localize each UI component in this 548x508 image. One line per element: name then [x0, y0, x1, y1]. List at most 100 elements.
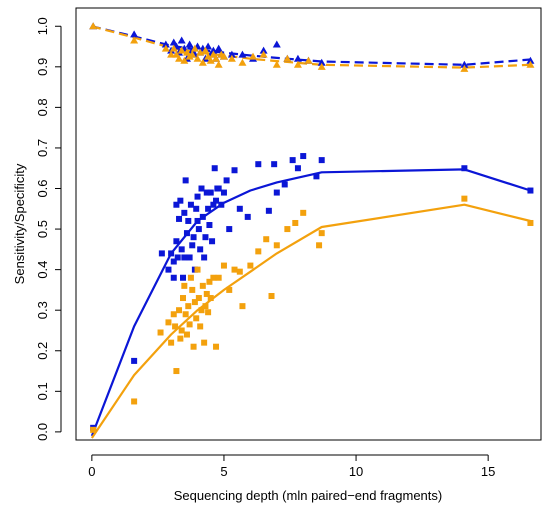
blue-square-point [195, 226, 202, 233]
blue-square-point [180, 274, 187, 281]
x-tick-label: 5 [220, 464, 227, 479]
y-tick-label: 0.5 [35, 220, 50, 238]
orange-triangle-point [238, 58, 247, 66]
blue-square-point [206, 222, 213, 229]
orange-square-point [255, 248, 262, 255]
orange-square-point [187, 274, 194, 281]
blue-square-point [198, 185, 205, 192]
blue-triangle-point [238, 50, 247, 58]
blue-square-point [313, 173, 320, 180]
orange-square-point [206, 278, 213, 285]
blue-triangle-point [259, 46, 268, 54]
blue-square-point [265, 207, 272, 214]
blue-square-point [178, 246, 185, 253]
orange-triangle-point [206, 56, 215, 64]
blue-square-point [183, 230, 190, 237]
orange-square-point [203, 290, 210, 297]
orange-triangle-point [161, 44, 170, 52]
orange-square-point [215, 274, 222, 281]
orange-square-point [202, 303, 209, 310]
blue-square-point [223, 177, 230, 184]
orange-square-point [191, 299, 198, 306]
y-tick-label: 0.3 [35, 301, 50, 319]
blue-triangle-point [214, 44, 223, 52]
blue-square-point [289, 157, 296, 164]
blue-square-point [182, 177, 189, 184]
blue-square-point [194, 217, 201, 224]
blue-square-point [205, 205, 212, 212]
blue-square-point [527, 187, 534, 194]
orange-triangle-point [167, 50, 176, 58]
blue-square-point [300, 153, 307, 160]
orange-square-point [190, 343, 197, 350]
blue-triangle-point [526, 56, 535, 64]
orange-square-point [186, 321, 193, 328]
blue-square-point [271, 161, 278, 168]
orange-square-point [173, 368, 180, 375]
orange-triangle-point [293, 60, 302, 68]
blue-triangle-point [161, 40, 170, 48]
orange-square-point [176, 307, 183, 314]
blue-curve [90, 168, 531, 437]
blue-square-point [193, 205, 200, 212]
points-layer [89, 22, 535, 433]
orange-square-point [168, 339, 175, 346]
orange-square-point [247, 262, 254, 269]
orange-triangle-point [283, 54, 292, 62]
orange-square-point [177, 335, 184, 342]
orange-triangle-point [130, 36, 139, 44]
orange-square-point [284, 226, 291, 233]
orange-triangle-point [89, 22, 98, 30]
y-tick-label: 0.6 [35, 179, 50, 197]
orange-triangle-point [201, 46, 210, 54]
blue-square-point [165, 266, 172, 273]
y-tick-label: 0.0 [35, 423, 50, 441]
y-tick-label: 0.2 [35, 342, 50, 360]
orange-square-point [193, 315, 200, 322]
blue-square-point [210, 201, 217, 208]
y-tick-label: 0.9 [35, 58, 50, 76]
blue-square-point [220, 189, 227, 196]
blue-square-point [318, 157, 325, 164]
orange-triangle-point [175, 54, 184, 62]
orange-curve [90, 203, 531, 439]
plot-frame [75, 7, 542, 441]
blue-square-point [170, 258, 177, 265]
y-tick-label: 0.7 [35, 139, 50, 157]
blue-square-point [168, 250, 175, 257]
orange-square-point [178, 327, 185, 334]
blue-square-point [177, 197, 184, 204]
blue-square-point [170, 274, 177, 281]
orange-square-point [90, 426, 97, 433]
orange-triangle-point [259, 50, 268, 58]
x-axis: 0 5 10 15 [88, 454, 495, 479]
blue-triangle-point [317, 58, 326, 66]
blue-triangle-point [130, 30, 139, 38]
blue-square-point [215, 185, 222, 192]
blue-triangle-point [227, 50, 236, 58]
x-tick-label: 0 [88, 464, 95, 479]
orange-square-point [300, 209, 307, 216]
blue-square-point [194, 193, 201, 200]
blue-square-point [186, 254, 193, 261]
x-axis-title: Sequencing depth (mln paired−end fragmen… [174, 488, 442, 503]
orange-triangle-point [317, 62, 326, 70]
blue-square-point [181, 209, 188, 216]
orange-square-point [165, 319, 172, 326]
blue-triangle-point [185, 40, 194, 48]
orange-triangle-point [272, 60, 281, 68]
blue-square-point [281, 181, 288, 188]
orange-triangle-point [193, 54, 202, 62]
y-tick-label: 1.0 [35, 17, 50, 35]
orange-square-point [183, 331, 190, 338]
blue-square-point [203, 189, 210, 196]
orange-dashed-curve [91, 25, 531, 69]
orange-triangle-point [190, 44, 199, 52]
blue-square-point [244, 213, 251, 220]
orange-triangle-point [188, 50, 197, 58]
orange-triangle-point [177, 46, 186, 54]
orange-square-point [226, 286, 233, 293]
blue-square-point [185, 217, 192, 224]
y-axis: 0.0 0.1 0.2 0.3 0.4 0.5 0.6 0.7 0.8 0.9 1.0 [35, 17, 62, 441]
orange-square-point [220, 262, 227, 269]
